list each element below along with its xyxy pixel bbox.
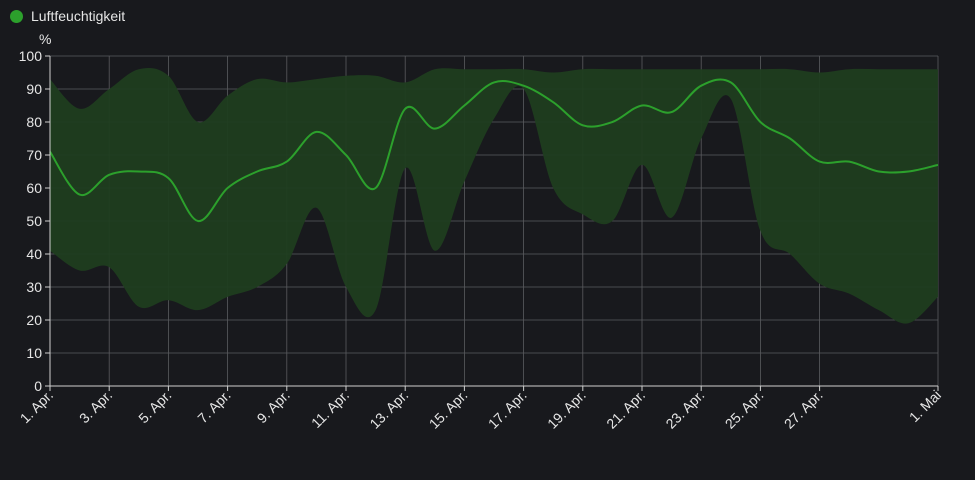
x-tick-label: 17. Apr. <box>485 387 530 432</box>
legend-marker <box>10 9 23 23</box>
y-tick-label: 70 <box>26 147 42 163</box>
avg-series-line <box>49 78 939 222</box>
y-tick-label: 50 <box>26 213 42 229</box>
x-tick-label: 19. Apr. <box>544 387 589 432</box>
x-tick-label: 9. Apr. <box>254 387 293 426</box>
y-tick-label: 10 <box>26 345 42 361</box>
y-tick-label: 90 <box>26 81 42 97</box>
x-tick-label: 11. Apr. <box>308 387 352 431</box>
y-tick-label: 0 <box>34 378 42 394</box>
y-axis-ticks: 0 10 20 30 40 50 60 70 80 90 100 <box>19 48 50 394</box>
x-axis-ticks: 1. Apr. 3. Apr. 5. Apr. 7. Apr. 9. Apr. 11. A… <box>17 386 944 432</box>
x-tick-label: 7. Apr. <box>194 387 233 426</box>
average-line <box>49 78 939 222</box>
y-tick-label: 60 <box>26 180 42 196</box>
range-band <box>50 67 938 324</box>
x-tick-label: 21. Apr. <box>603 387 648 432</box>
y-axis-unit: % <box>39 31 51 47</box>
y-tick-label: 20 <box>26 312 42 328</box>
y-tick-label: 30 <box>26 279 42 295</box>
x-tick-label: 3. Apr. <box>76 387 115 426</box>
legend-label: Luftfeuchtigkeit <box>31 8 126 24</box>
x-tick-label: 5. Apr. <box>135 387 174 426</box>
x-tick-label: 23. Apr. <box>662 387 707 432</box>
y-tick-label: 80 <box>26 114 42 130</box>
y-tick-label: 40 <box>26 246 42 262</box>
min-max-band <box>50 67 938 324</box>
legend[interactable]: Luftfeuchtigkeit <box>10 8 125 24</box>
x-tick-label: 25. Apr. <box>722 387 767 432</box>
x-tick-label: 15. Apr. <box>426 387 471 432</box>
y-tick-label: 100 <box>19 48 43 64</box>
x-tick-label: 1. Mai <box>906 387 944 425</box>
x-tick-label: 13. Apr. <box>366 387 411 432</box>
x-tick-label: 27. Apr. <box>781 387 826 432</box>
